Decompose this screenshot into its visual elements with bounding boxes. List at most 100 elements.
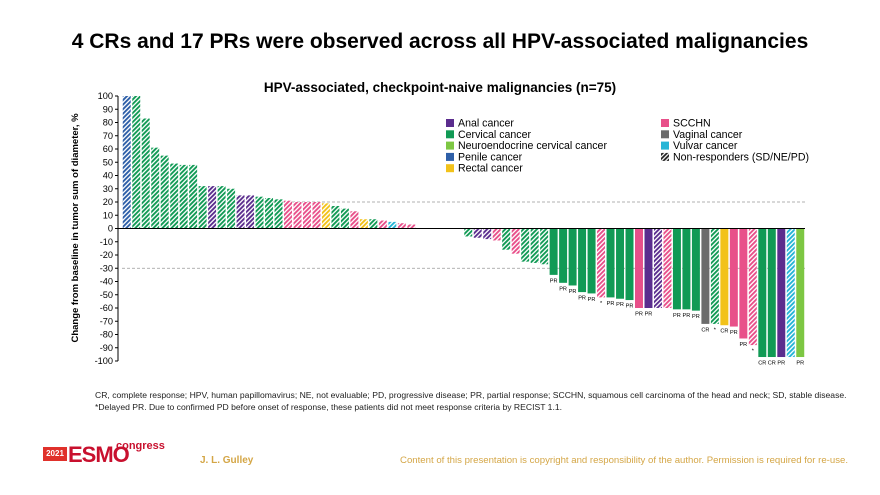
bar-cervical xyxy=(521,228,530,262)
bar-response-label: PR xyxy=(730,330,738,336)
bar-neuroendocrine xyxy=(796,228,805,358)
bar-anal xyxy=(777,228,786,358)
bar-response-label: PR xyxy=(739,342,747,348)
legend-swatch-penile xyxy=(446,152,454,161)
y-tick-label: -50 xyxy=(100,290,113,300)
bar-cervical xyxy=(530,228,539,263)
bar-cervical xyxy=(217,186,226,229)
bar-cervical xyxy=(274,199,283,229)
bar-cervical xyxy=(132,96,141,229)
bar-anal xyxy=(483,228,492,240)
bar-cervical xyxy=(616,228,625,299)
bar-response-label: CR xyxy=(720,329,728,335)
bar-cervical xyxy=(331,205,340,229)
legend-swatch-cervical xyxy=(446,130,454,139)
bar-cervical xyxy=(568,228,577,286)
bar-response-label: * xyxy=(600,301,603,307)
y-tick-label: -30 xyxy=(100,263,113,273)
y-tick-label: -70 xyxy=(100,316,113,326)
bar-response-label: PR xyxy=(626,304,634,310)
bar-scchn xyxy=(739,228,748,339)
bar-cervical xyxy=(625,228,634,301)
bar-anal xyxy=(473,228,482,238)
legend-label-vulvar: Vulvar cancer xyxy=(673,140,738,152)
bar-cervical xyxy=(198,186,207,229)
bar-response-label: PR xyxy=(796,361,804,367)
y-tick-label: 50 xyxy=(103,157,113,167)
waterfall-chart: HPV-associated, checkpoint-naive maligna… xyxy=(70,80,809,367)
footnote-abbreviations: CR, complete response; HPV, human papill… xyxy=(95,390,847,400)
bar-scchn xyxy=(663,228,672,308)
bar-vulvar xyxy=(388,221,397,229)
bar-scchn xyxy=(748,228,757,346)
bar-anal xyxy=(644,228,653,308)
logo-word: ESMO xyxy=(68,442,130,467)
bar-scchn xyxy=(597,228,606,298)
y-tick-label: -10 xyxy=(100,237,113,247)
bar-response-label: PR xyxy=(673,313,681,319)
bar-scchn xyxy=(492,228,501,241)
bar-scchn xyxy=(302,202,311,229)
y-tick-label: 100 xyxy=(98,91,113,101)
y-tick-label: 20 xyxy=(103,197,113,207)
bar-anal xyxy=(236,195,245,229)
y-tick-label: -80 xyxy=(100,330,113,340)
legend-swatch-nonresp xyxy=(661,152,669,161)
bar-cervical xyxy=(179,164,188,229)
bar-anal xyxy=(246,195,255,229)
legend-label-nonresp: Non-responders (SD/NE/PD) xyxy=(673,151,809,163)
bar-cervical xyxy=(758,228,767,358)
bar-rectal xyxy=(359,219,368,229)
legend-label-vaginal: Vaginal cancer xyxy=(673,129,743,141)
bar-cervical xyxy=(578,228,587,293)
bar-cervical xyxy=(587,228,596,294)
bar-response-label: PR xyxy=(635,312,643,318)
bar-response-label: PR xyxy=(588,297,596,303)
y-tick-label: 30 xyxy=(103,184,113,194)
bar-scchn xyxy=(635,228,643,308)
y-tick-label: -100 xyxy=(95,356,113,366)
legend-label-rectal: Rectal cancer xyxy=(458,163,523,175)
y-tick-label: 60 xyxy=(103,144,113,154)
bar-cervical xyxy=(170,163,179,229)
bar-scchn xyxy=(729,228,738,327)
slide-title: 4 CRs and 17 PRs were observed across al… xyxy=(71,30,809,53)
bar-cervical xyxy=(141,118,150,229)
logo-suffix: congress xyxy=(116,440,165,452)
bar-rectal xyxy=(720,228,729,326)
legend-label-anal: Anal cancer xyxy=(458,118,514,130)
bar-response-label: PR xyxy=(550,278,558,284)
bar-response-label: PR xyxy=(683,313,691,319)
chart-title: HPV-associated, checkpoint-naive maligna… xyxy=(264,80,616,95)
bar-penile xyxy=(122,96,131,229)
bar-scchn xyxy=(397,223,406,229)
y-tick-label: 90 xyxy=(103,104,113,114)
esmo-congress-logo: 2021 ESMO congress xyxy=(43,440,165,468)
bar-response-label: PR xyxy=(777,361,785,367)
y-tick-label: 80 xyxy=(103,118,113,128)
bar-cervical xyxy=(255,196,264,229)
bar-cervical xyxy=(710,228,719,324)
y-tick-label: 70 xyxy=(103,131,113,141)
bar-cervical xyxy=(672,228,681,310)
bar-response-label: PR xyxy=(692,314,700,320)
bar-response-label: CR xyxy=(758,361,766,367)
bar-response-label: PR xyxy=(607,301,615,307)
y-tick-label: 0 xyxy=(108,224,113,234)
y-tick-label: -20 xyxy=(100,250,113,260)
bar-scchn xyxy=(378,220,387,229)
y-tick-label: -40 xyxy=(100,277,113,287)
bar-cervical xyxy=(151,147,160,229)
bar-response-label: PR xyxy=(559,286,567,292)
legend-label-penile: Penile cancer xyxy=(458,151,523,163)
bar-cervical xyxy=(227,188,236,229)
bar-response-label: PR xyxy=(578,296,586,302)
bar-cervical xyxy=(464,228,473,237)
y-tick-label: -60 xyxy=(100,303,113,313)
bar-response-label: PR xyxy=(645,312,653,318)
bar-vaginal xyxy=(701,228,710,324)
bar-cervical xyxy=(189,164,198,229)
y-tick-label: 40 xyxy=(103,171,113,181)
bar-scchn xyxy=(407,224,416,229)
bar-cervical xyxy=(160,155,169,229)
